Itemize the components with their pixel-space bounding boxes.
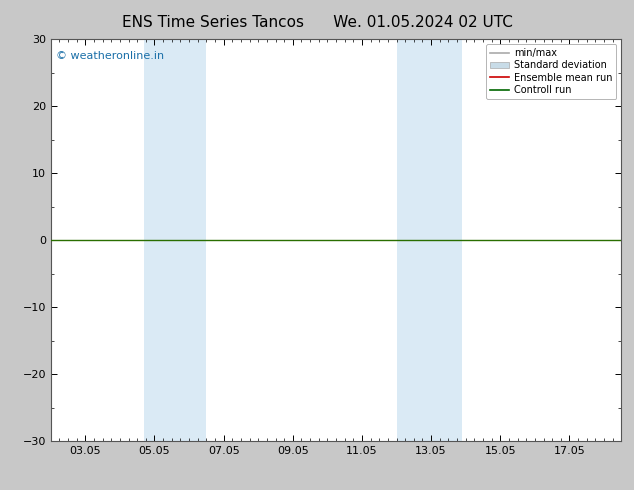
Text: © weatheronline.in: © weatheronline.in bbox=[56, 51, 165, 61]
Legend: min/max, Standard deviation, Ensemble mean run, Controll run: min/max, Standard deviation, Ensemble me… bbox=[486, 44, 616, 99]
Bar bbox=[144, 39, 206, 441]
Bar bbox=[396, 39, 462, 441]
Text: ENS Time Series Tancos      We. 01.05.2024 02 UTC: ENS Time Series Tancos We. 01.05.2024 02… bbox=[122, 15, 512, 30]
